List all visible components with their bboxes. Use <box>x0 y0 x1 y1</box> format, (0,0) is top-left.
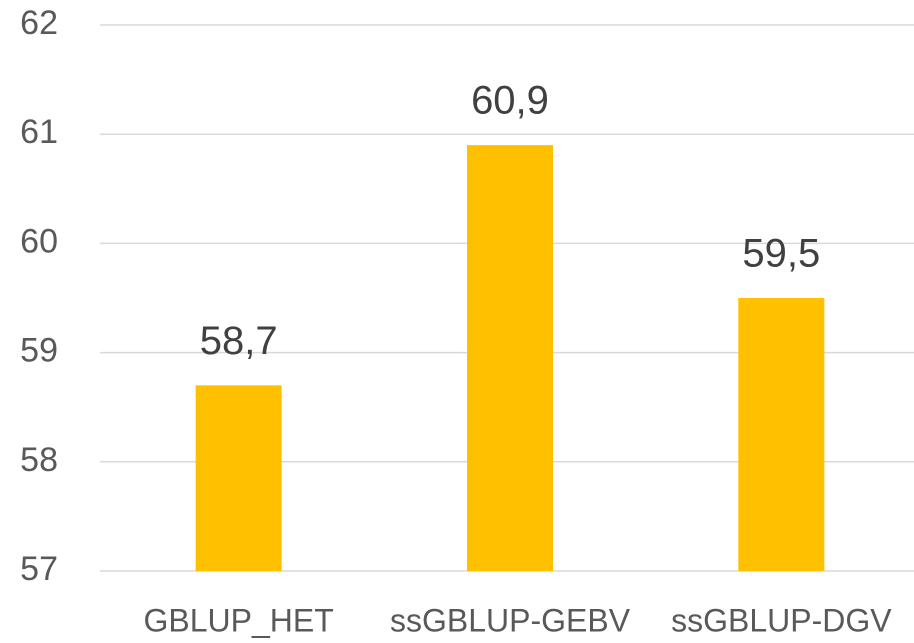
y-tick-label: 58 <box>20 441 58 479</box>
x-tick-label: GBLUP_HET <box>144 602 334 638</box>
x-tick-label: ssGBLUP-DGV <box>671 602 892 638</box>
bar <box>195 385 282 571</box>
value-label: 58,7 <box>200 319 278 363</box>
bar <box>738 298 825 571</box>
value-label: 60,9 <box>471 79 549 123</box>
x-tick-label: ssGBLUP-GEBV <box>390 602 631 638</box>
y-tick-label: 57 <box>20 550 58 588</box>
y-tick-label: 60 <box>20 222 58 260</box>
bar <box>467 145 553 571</box>
y-tick-label: 61 <box>20 113 58 151</box>
y-tick-label: 62 <box>20 4 58 42</box>
value-label: 59,5 <box>742 232 820 276</box>
y-tick-label: 59 <box>20 332 58 370</box>
